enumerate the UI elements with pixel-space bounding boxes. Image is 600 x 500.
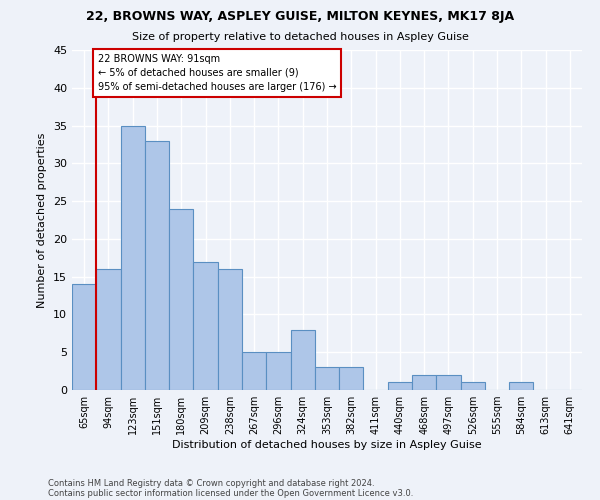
Bar — [315, 368, 339, 390]
Bar — [193, 262, 218, 390]
Text: 22, BROWNS WAY, ASPLEY GUISE, MILTON KEYNES, MK17 8JA: 22, BROWNS WAY, ASPLEY GUISE, MILTON KEY… — [86, 10, 514, 23]
Bar — [339, 368, 364, 390]
Bar — [266, 352, 290, 390]
Bar — [145, 140, 169, 390]
Bar — [96, 269, 121, 390]
Text: 22 BROWNS WAY: 91sqm
← 5% of detached houses are smaller (9)
95% of semi-detache: 22 BROWNS WAY: 91sqm ← 5% of detached ho… — [97, 54, 336, 92]
Bar — [509, 382, 533, 390]
X-axis label: Distribution of detached houses by size in Aspley Guise: Distribution of detached houses by size … — [172, 440, 482, 450]
Bar — [169, 208, 193, 390]
Bar — [72, 284, 96, 390]
Text: Contains HM Land Registry data © Crown copyright and database right 2024.: Contains HM Land Registry data © Crown c… — [48, 478, 374, 488]
Bar — [388, 382, 412, 390]
Bar — [436, 375, 461, 390]
Bar — [412, 375, 436, 390]
Text: Size of property relative to detached houses in Aspley Guise: Size of property relative to detached ho… — [131, 32, 469, 42]
Bar — [290, 330, 315, 390]
Bar — [218, 269, 242, 390]
Y-axis label: Number of detached properties: Number of detached properties — [37, 132, 47, 308]
Bar — [242, 352, 266, 390]
Bar — [461, 382, 485, 390]
Text: Contains public sector information licensed under the Open Government Licence v3: Contains public sector information licen… — [48, 488, 413, 498]
Bar — [121, 126, 145, 390]
